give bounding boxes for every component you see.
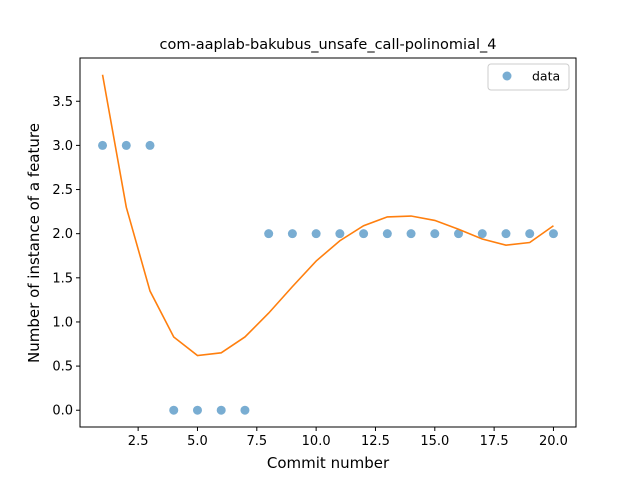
chart-title: com-aaplab-bakubus_unsafe_call-polinomia… bbox=[160, 37, 497, 53]
legend: data bbox=[487, 63, 570, 91]
x-tick-label: 5.0 bbox=[187, 434, 208, 449]
data-point bbox=[454, 229, 464, 239]
legend-label: data bbox=[532, 69, 560, 84]
data-point bbox=[477, 229, 487, 239]
legend-marker bbox=[502, 71, 512, 81]
y-tick-label: 3.0 bbox=[52, 139, 73, 154]
y-tick-label: 1.0 bbox=[52, 315, 73, 330]
data-point bbox=[382, 229, 392, 239]
data-point bbox=[264, 229, 274, 239]
y-axis: 0.0 0.5 1.0 1.5 2.0 2.5 3.0 3.5 bbox=[52, 95, 80, 419]
data-point bbox=[192, 405, 202, 415]
data-point bbox=[145, 140, 155, 150]
y-axis-label: Number of instance of a feature bbox=[25, 123, 43, 363]
legend-box bbox=[487, 63, 570, 91]
data-point bbox=[501, 229, 511, 239]
y-tick-label: 3.5 bbox=[52, 95, 73, 110]
x-axis: 2.5 5.0 7.5 10.0 12.5 15.0 17.5 20.0 bbox=[128, 427, 568, 449]
data-point bbox=[311, 229, 321, 239]
y-tick-label: 2.0 bbox=[52, 227, 73, 242]
x-tick-label: 7.5 bbox=[246, 434, 267, 449]
data-point bbox=[216, 405, 226, 415]
x-axis-label: Commit number bbox=[267, 454, 390, 472]
x-tick-label: 2.5 bbox=[128, 434, 149, 449]
fit-line bbox=[101, 74, 554, 357]
data-point bbox=[406, 229, 416, 239]
y-tick-label: 0.5 bbox=[52, 360, 73, 375]
x-tick-label: 20.0 bbox=[539, 434, 568, 449]
plot-marks bbox=[98, 74, 558, 415]
y-tick-label: 1.5 bbox=[52, 271, 73, 286]
data-point bbox=[359, 229, 369, 239]
y-tick-label: 2.5 bbox=[52, 183, 73, 198]
data-point bbox=[169, 405, 179, 415]
x-tick-label: 10.0 bbox=[302, 434, 331, 449]
x-tick-label: 17.5 bbox=[480, 434, 509, 449]
data-point bbox=[121, 140, 131, 150]
data-point bbox=[548, 229, 558, 239]
x-tick-label: 15.0 bbox=[420, 434, 449, 449]
data-point bbox=[430, 229, 440, 239]
data-point bbox=[240, 405, 250, 415]
plot-frame bbox=[79, 57, 577, 428]
data-point bbox=[98, 140, 108, 150]
y-tick-label: 0.0 bbox=[52, 404, 73, 419]
data-point bbox=[525, 229, 535, 239]
data-point bbox=[335, 229, 345, 239]
x-tick-label: 12.5 bbox=[361, 434, 390, 449]
data-point bbox=[287, 229, 297, 239]
